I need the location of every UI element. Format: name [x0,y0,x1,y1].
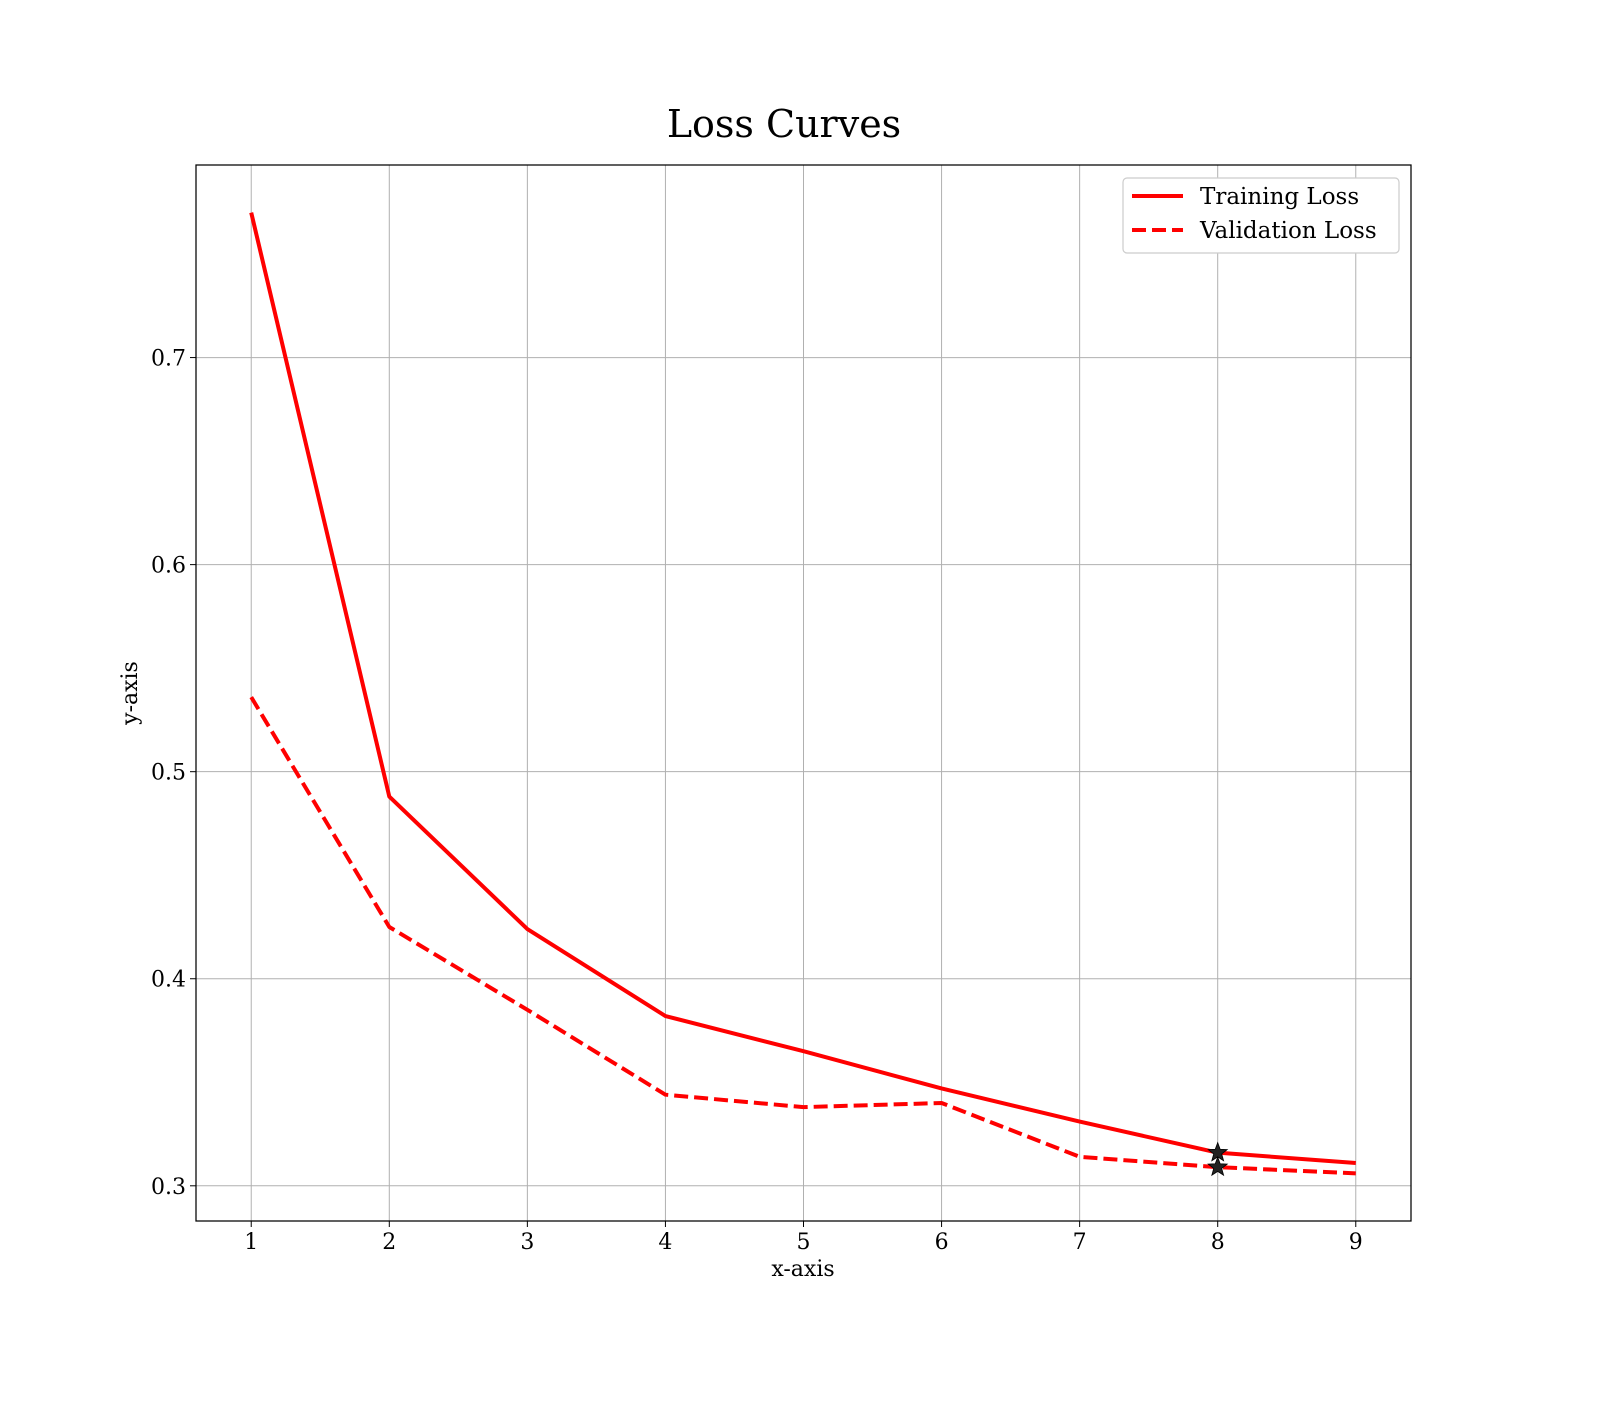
chart-title: Loss Curves [667,102,901,146]
y-axis-ticks: 0.3 0.4 0.5 0.6 0.7 [151,347,196,1200]
training-loss-line [249,212,1356,1166]
x-tick-label: 9 [1349,1230,1363,1255]
y-tick-label: 0.6 [151,554,186,579]
x-axis-ticks: 1 2 3 4 5 6 7 8 9 [244,1221,1363,1255]
y-tick-label: 0.7 [151,347,186,372]
x-tick-label: 3 [520,1230,534,1255]
y-tick-label: 0.4 [151,968,186,993]
x-tick-label: 4 [658,1230,672,1255]
x-tick-label: 6 [935,1230,949,1255]
y-tick-label: 0.5 [151,761,186,786]
legend-label-validation-loss: Validation Loss [1199,218,1377,244]
validation-loss-star-marker [1207,1156,1229,1177]
y-tick-label: 0.3 [151,1175,186,1200]
highlight-markers [1207,1141,1229,1177]
validation-loss-line [249,696,1356,1176]
grid-lines [196,165,1411,1221]
series-lines [249,212,1356,1176]
x-tick-label: 5 [797,1230,811,1255]
legend: Training Loss Validation Loss [1122,177,1400,254]
legend-box [1122,177,1400,254]
x-axis-label: x-axis [771,1257,834,1282]
x-tick-label: 8 [1211,1230,1225,1255]
x-tick-label: 1 [244,1230,258,1255]
x-tick-label: 7 [1073,1230,1087,1255]
legend-label-training-loss: Training Loss [1200,184,1359,210]
x-tick-label: 2 [382,1230,396,1255]
y-axis-label: y-axis [118,661,143,726]
